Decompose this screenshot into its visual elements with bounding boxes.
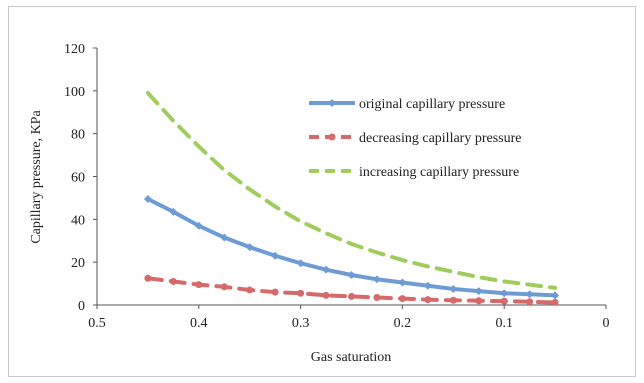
legend-label: original capillary pressure xyxy=(359,97,505,112)
data-point xyxy=(245,243,254,252)
data-point xyxy=(271,251,280,260)
y-tick-label: 100 xyxy=(64,85,85,100)
data-point xyxy=(398,295,406,303)
data-point xyxy=(500,289,509,298)
y-tick-label: 60 xyxy=(71,171,85,186)
x-tick-label: 0.4 xyxy=(190,316,208,331)
data-point xyxy=(372,275,381,284)
data-point xyxy=(398,278,407,287)
y-tick-group: 0 20 40 60 80 100 120 xyxy=(64,42,97,314)
x-tick-group: 0.5 0.4 0.3 0.2 0.1 0 xyxy=(88,305,610,331)
data-point xyxy=(475,297,483,305)
legend-label: increasing capillary pressure xyxy=(359,165,519,180)
data-point xyxy=(195,281,203,289)
data-point xyxy=(169,207,178,216)
data-point xyxy=(526,298,534,306)
data-point xyxy=(423,281,432,290)
data-point xyxy=(296,259,305,268)
data-point xyxy=(220,283,228,291)
legend-item: decreasing capillary pressure xyxy=(309,131,521,146)
data-point xyxy=(449,284,458,293)
legend: original capillary pressure decreasing ca… xyxy=(309,97,521,180)
y-tick-label: 40 xyxy=(71,213,85,228)
data-point xyxy=(551,298,559,306)
data-point xyxy=(322,291,330,299)
data-point xyxy=(144,274,152,282)
data-point xyxy=(169,277,177,285)
data-point xyxy=(474,287,483,296)
data-point xyxy=(194,221,203,230)
data-point xyxy=(143,194,152,203)
series-group xyxy=(143,90,560,306)
legend-item: increasing capillary pressure xyxy=(309,165,519,180)
y-tick-label: 20 xyxy=(71,256,85,271)
x-tick-label: 0.2 xyxy=(394,316,412,331)
x-tick-label: 0.3 xyxy=(292,316,310,331)
series-line xyxy=(145,276,558,305)
axes xyxy=(96,48,606,306)
x-tick-label: 0.5 xyxy=(88,316,106,331)
x-axis-title: Gas saturation xyxy=(311,350,391,365)
y-tick-label: 120 xyxy=(64,42,85,57)
data-point xyxy=(297,289,305,297)
series-2 xyxy=(144,274,559,306)
data-point xyxy=(347,271,356,280)
x-tick-label: 0.1 xyxy=(495,316,513,331)
y-tick-label: 0 xyxy=(78,299,85,314)
legend-marker xyxy=(328,133,336,141)
data-point xyxy=(246,286,254,294)
series-1 xyxy=(143,194,560,300)
legend-marker xyxy=(328,99,336,107)
capillary-pressure-chart: 0.5 0.4 0.3 0.2 0.1 0 0 20 40 60 80 100 120 origina… xyxy=(29,42,610,365)
legend-label: decreasing capillary pressure xyxy=(359,131,521,146)
data-point xyxy=(551,291,560,300)
legend-item: original capillary pressure xyxy=(309,97,505,112)
x-tick-label: 0 xyxy=(603,316,610,331)
data-point xyxy=(220,233,229,242)
data-point xyxy=(525,290,534,299)
data-point xyxy=(424,296,432,304)
series-3 xyxy=(145,90,558,290)
data-point xyxy=(500,297,508,305)
data-point xyxy=(348,292,355,300)
y-tick-label: 80 xyxy=(71,128,85,143)
y-axis-title: Capillary pressure, KPa xyxy=(29,110,44,244)
chart-frame: 0.5 0.4 0.3 0.2 0.1 0 0 20 40 60 80 100 120 origina… xyxy=(8,6,636,377)
data-point xyxy=(373,294,381,302)
series-line xyxy=(145,90,558,290)
data-point xyxy=(449,296,457,304)
data-point xyxy=(271,288,279,296)
data-point xyxy=(322,265,331,274)
